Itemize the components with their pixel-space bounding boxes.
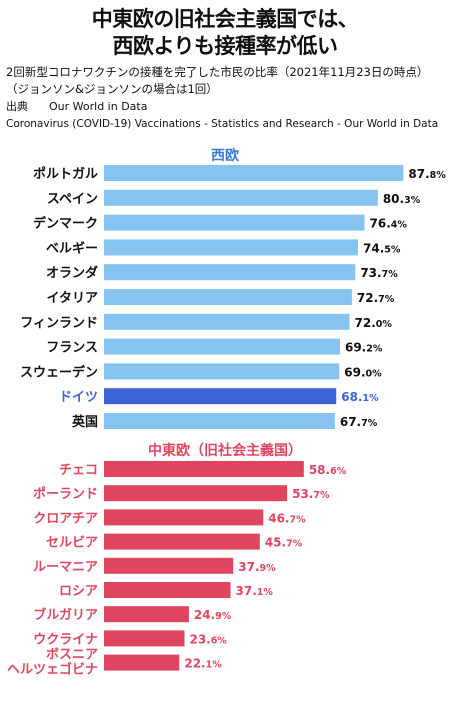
bar-west-0 bbox=[104, 165, 404, 181]
value-label-west-9: 68.1% bbox=[341, 390, 379, 404]
value-label-east-1: 53.7% bbox=[292, 487, 330, 501]
bar-east-5 bbox=[104, 582, 231, 598]
bar-east-6 bbox=[104, 606, 189, 623]
category-label-west-0: ポルトガル bbox=[33, 166, 98, 182]
value-label-east-8: 22.1% bbox=[184, 657, 222, 671]
bar-west-7 bbox=[104, 338, 340, 355]
bar-west-8 bbox=[104, 363, 340, 380]
category-label-east-8-line1: ヘルツェゴビナ bbox=[7, 662, 98, 678]
bar-west-4 bbox=[104, 264, 356, 281]
category-label-west-5: イタリア bbox=[47, 291, 98, 306]
bar-east-1 bbox=[104, 485, 288, 502]
bar-west-9 bbox=[104, 388, 337, 405]
category-label-west-10: 英国 bbox=[71, 414, 98, 430]
category-label-east-4: ルーマニア bbox=[33, 560, 98, 575]
value-label-west-2: 76.4% bbox=[370, 217, 408, 231]
group-header-west: 西欧 bbox=[211, 147, 239, 164]
category-label-west-6: フィンランド bbox=[20, 316, 98, 331]
bar-east-8 bbox=[104, 654, 180, 671]
value-label-west-8: 69.0% bbox=[344, 365, 382, 379]
value-label-east-7: 23.6% bbox=[189, 632, 227, 646]
category-label-east-6: ブルガリア bbox=[33, 607, 98, 623]
title-line-1: 中東欧の旧社会主義国では、 bbox=[91, 7, 359, 31]
category-label-west-7: フランス bbox=[46, 341, 98, 356]
bar-west-2 bbox=[104, 214, 365, 231]
value-label-west-5: 72.7% bbox=[357, 291, 395, 305]
category-label-east-7: ウクライナ bbox=[33, 632, 98, 647]
source-name: Our World in Data bbox=[49, 100, 148, 113]
bar-east-0 bbox=[104, 461, 304, 477]
bar-west-1 bbox=[104, 189, 378, 206]
source-row: 出典 Our World in Data bbox=[6, 100, 147, 114]
value-label-east-2: 46.7% bbox=[268, 511, 306, 525]
chart-title: 中東欧の旧社会主義国では、 西欧よりも接種率が低い bbox=[0, 6, 450, 60]
category-label-west-3: ベルギー bbox=[46, 240, 98, 256]
category-label-west-9: ドイツ bbox=[59, 390, 98, 405]
title-line-2: 西欧よりも接種率が低い bbox=[112, 34, 338, 58]
bar-west-10 bbox=[104, 413, 335, 429]
category-label-west-4: オランダ bbox=[46, 265, 98, 281]
source-text: Coronavirus (COVID-19) Vaccinations - St… bbox=[6, 118, 439, 130]
bar-west-5 bbox=[104, 289, 352, 305]
value-label-west-1: 80.3% bbox=[383, 192, 421, 206]
category-label-west-8: スウェーデン bbox=[20, 364, 98, 380]
value-label-east-3: 45.7% bbox=[265, 536, 303, 550]
category-label-west-2: デンマーク bbox=[33, 216, 98, 232]
value-label-west-6: 72.0% bbox=[355, 316, 393, 330]
value-label-west-4: 73.7% bbox=[360, 266, 398, 280]
bar-east-7 bbox=[104, 630, 185, 647]
chart-subtitle: 2回新型コロナワクチンの接種を完了した市民の比率（2021年11月23日の時点）… bbox=[6, 64, 446, 98]
bar-east-4 bbox=[104, 557, 234, 574]
category-label-east-0: チェコ bbox=[59, 463, 98, 478]
value-label-east-4: 37.9% bbox=[238, 560, 276, 574]
value-label-west-7: 69.2% bbox=[345, 341, 383, 355]
bar-west-3 bbox=[104, 239, 359, 256]
category-label-east-8-line0: ボスニア bbox=[46, 647, 98, 663]
value-label-west-3: 74.5% bbox=[363, 241, 401, 255]
value-label-west-10: 67.7% bbox=[340, 415, 378, 429]
value-label-east-5: 37.1% bbox=[236, 584, 274, 598]
category-label-east-3: セルビア bbox=[46, 535, 98, 551]
category-label-east-5: ロシア bbox=[59, 584, 98, 599]
value-label-east-6: 24.9% bbox=[194, 608, 232, 622]
value-label-east-0: 58.6% bbox=[309, 463, 347, 477]
bar-west-6 bbox=[104, 313, 350, 330]
bar-east-2 bbox=[104, 509, 264, 526]
source-label: 出典 bbox=[6, 100, 28, 113]
category-label-west-1: スペイン bbox=[47, 192, 98, 207]
category-label-east-2: クロアチア bbox=[33, 511, 98, 526]
group-header-east: 中東欧（旧社会主義国） bbox=[148, 442, 302, 459]
value-label-west-0: 87.8% bbox=[408, 167, 446, 181]
subtitle-line-2: （ジョンソン&ジョンソンの場合は1回） bbox=[6, 82, 218, 96]
bar-east-3 bbox=[104, 533, 260, 550]
category-label-east-1: ポーランド bbox=[33, 486, 98, 502]
subtitle-line-1: 2回新型コロナワクチンの接種を完了した市民の比率（2021年11月23日の時点） bbox=[6, 65, 429, 79]
